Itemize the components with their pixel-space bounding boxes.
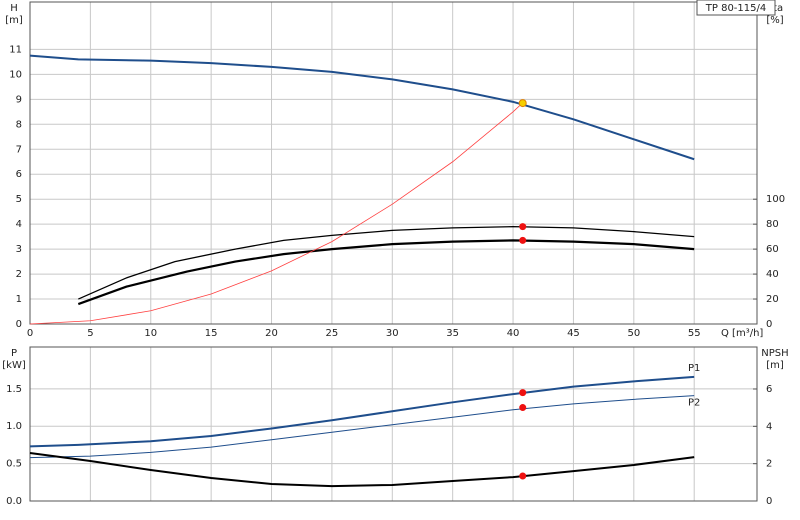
y2-tick-label: 60 [766, 244, 779, 255]
x-tick-label: 20 [265, 328, 278, 339]
y2-tick-label: 0 [766, 319, 772, 330]
x-tick-label: 0 [27, 328, 33, 339]
x-tick-label: 25 [326, 328, 339, 339]
y2-tick-label: 2 [766, 459, 772, 470]
x-tick-label: 50 [627, 328, 640, 339]
y-tick-label: 0.0 [6, 496, 22, 507]
series-line [29, 375, 695, 448]
y-axis-label: [kW] [2, 360, 26, 371]
y-tick-label: 11 [9, 44, 22, 55]
x-tick-label: 45 [567, 328, 580, 339]
y-tick-label: 6 [16, 169, 22, 180]
y-axis-label: H [10, 3, 18, 14]
y2-tick-label: 80 [766, 219, 779, 230]
y2-axis-label: NPSH [761, 348, 788, 359]
duty-point [519, 404, 527, 412]
y-tick-label: 1.5 [6, 384, 22, 395]
x-tick-label: 30 [386, 328, 399, 339]
x-tick-label: 40 [507, 328, 520, 339]
y2-axis-label: [m] [766, 360, 784, 371]
duty-point [518, 99, 527, 108]
duty-point [519, 236, 527, 244]
series-line [29, 452, 695, 488]
y-axis-label: P [11, 348, 17, 359]
title-box [696, 0, 776, 16]
chart-title: TP 80-115/4 [705, 3, 766, 14]
y-tick-label: 5 [16, 194, 22, 205]
y2-tick-label: 4 [766, 421, 772, 432]
y2-tick-label: 100 [766, 194, 785, 205]
y-tick-label: 3 [16, 244, 22, 255]
x-axis-label: Q [m³/h] [721, 328, 763, 339]
duty-point [519, 223, 527, 231]
y-tick-label: 0 [16, 319, 22, 330]
y-tick-label: 1 [16, 294, 22, 305]
plot-frame [29, 1, 758, 325]
y-tick-label: 7 [16, 144, 22, 155]
y-axis-label: [m] [5, 15, 23, 26]
x-tick-label: 10 [144, 328, 157, 339]
series-line [29, 54, 695, 161]
y2-tick-label: 40 [766, 269, 779, 280]
y2-tick-label: 0 [766, 496, 772, 507]
y-tick-label: 4 [16, 219, 22, 230]
x-tick-label: 55 [688, 328, 701, 339]
x-tick-label: 5 [87, 328, 93, 339]
series-line [29, 395, 695, 459]
y2-tick-label: 6 [766, 384, 772, 395]
series-label: P2 [688, 398, 700, 409]
duty-point [519, 389, 527, 397]
series-label: P1 [688, 363, 700, 374]
y-tick-label: 0.5 [6, 459, 22, 470]
series-line [77, 239, 695, 306]
x-tick-label: 15 [205, 328, 218, 339]
y-tick-label: 8 [16, 119, 22, 130]
y2-axis-label: [%] [766, 15, 783, 26]
plot-frame [29, 346, 758, 502]
y-tick-label: 9 [16, 94, 22, 105]
duty-point [519, 472, 527, 480]
y-tick-label: 2 [16, 269, 22, 280]
series-line [29, 100, 526, 325]
series-line [78, 226, 695, 300]
y-tick-label: 1.0 [6, 421, 22, 432]
y-tick-label: 10 [9, 69, 22, 80]
x-tick-label: 35 [446, 328, 459, 339]
y2-tick-label: 20 [766, 294, 779, 305]
